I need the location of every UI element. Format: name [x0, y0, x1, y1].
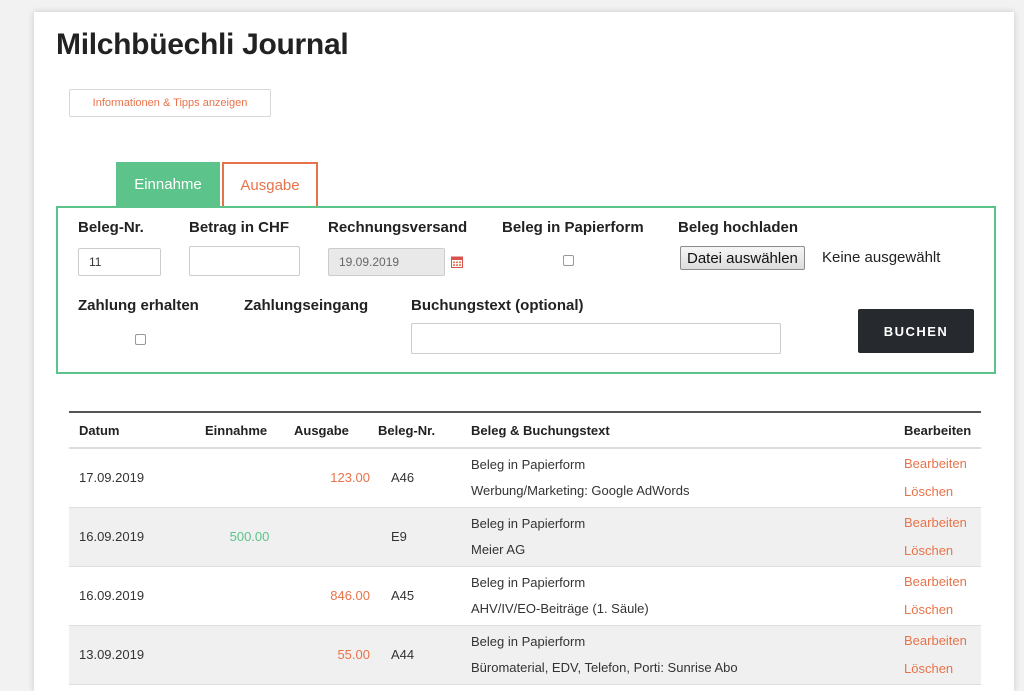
col-beleg-nr: Beleg-Nr. [378, 411, 471, 449]
row-datum: 13.09.2019 [69, 625, 205, 685]
beleg-nr-label: Beleg-Nr. [78, 219, 144, 236]
edit-link[interactable]: Bearbeiten [904, 573, 967, 589]
rechnungsversand-input [328, 248, 445, 276]
table-row: 16.09.2019 846.00 A45 Beleg in Papierfor… [69, 566, 981, 626]
row-buchungstext: AHV/IV/EO-Beiträge (1. Säule) [471, 600, 649, 616]
row-buchungstext: Büromaterial, EDV, Telefon, Porti: Sunri… [471, 659, 738, 675]
row-beleg: Beleg in Papierform [471, 633, 586, 649]
row-beleg: Beleg in Papierform [471, 456, 586, 472]
calendar-icon[interactable] [451, 256, 463, 268]
row-beleg: Beleg in Papierform [471, 515, 586, 531]
file-upload-button[interactable]: Datei auswählen [680, 246, 805, 270]
buchungstext-label: Buchungstext (optional) [411, 297, 584, 314]
journal-table: Datum Einnahme Ausgabe Beleg-Nr. Beleg &… [69, 411, 981, 685]
tab-einnahme[interactable]: Einnahme [116, 162, 220, 206]
info-tips-button[interactable]: Informationen & Tipps anzeigen [69, 89, 271, 117]
col-einnahme: Einnahme [205, 411, 294, 449]
journal-page: Milchbüechli Journal Informationen & Tip… [34, 12, 1014, 691]
row-ausgabe: 55.00 [337, 647, 370, 662]
table-row: 17.09.2019 123.00 A46 Beleg in Papierfor… [69, 448, 981, 508]
row-buchungstext: Werbung/Marketing: Google AdWords [471, 482, 690, 498]
tab-ausgabe[interactable]: Ausgabe [222, 162, 318, 206]
row-datum: 16.09.2019 [69, 507, 205, 567]
beleg-papier-checkbox[interactable] [563, 255, 574, 266]
buchen-button[interactable]: BUCHEN [858, 309, 974, 353]
edit-link[interactable]: Bearbeiten [904, 514, 967, 530]
zahlungseingang-label: Zahlungseingang [244, 297, 369, 314]
row-buchungstext: Meier AG [471, 541, 526, 557]
col-ausgabe: Ausgabe [294, 411, 378, 449]
betrag-input[interactable] [189, 246, 300, 276]
betrag-label: Betrag in CHF [189, 219, 290, 236]
zahlung-erhalten-checkbox[interactable] [135, 334, 146, 345]
col-text: Beleg & Buchungstext [471, 411, 904, 449]
beleg-upload-label: Beleg hochladen [678, 219, 799, 236]
page-title: Milchbüechli Journal [56, 28, 349, 61]
beleg-papier-label: Beleg in Papierform [502, 219, 644, 236]
col-datum: Datum [69, 411, 205, 449]
table-row: 13.09.2019 55.00 A44 Beleg in Papierform… [69, 625, 981, 685]
row-beleg: Beleg in Papierform [471, 574, 586, 590]
file-upload-status: Keine ausgewählt [822, 249, 941, 266]
delete-link[interactable]: Löschen [904, 660, 954, 676]
edit-link[interactable]: Bearbeiten [904, 455, 967, 471]
zahlung-erhalten-label: Zahlung erhalten [78, 297, 199, 314]
rechnungsversand-label: Rechnungsversand [328, 219, 468, 236]
delete-link[interactable]: Löschen [904, 542, 954, 558]
row-einnahme: 500.00 [229, 529, 270, 544]
row-ausgabe: 123.00 [330, 470, 370, 486]
buchungstext-input[interactable] [411, 323, 781, 354]
edit-link[interactable]: Bearbeiten [904, 632, 967, 648]
beleg-nr-input[interactable] [78, 248, 161, 276]
col-bearbeiten: Bearbeiten [904, 411, 981, 449]
row-datum: 16.09.2019 [69, 566, 205, 626]
table-row: 16.09.2019 500.00 E9 Beleg in Papierform… [69, 507, 981, 567]
delete-link[interactable]: Löschen [904, 483, 954, 499]
booking-form: Beleg-Nr. Betrag in CHF Rechnungsversand… [56, 206, 996, 374]
row-beleg-nr: E9 [391, 529, 407, 544]
row-beleg-nr: A45 [391, 588, 415, 603]
row-ausgabe: 846.00 [330, 588, 370, 603]
row-datum: 17.09.2019 [69, 448, 205, 508]
row-beleg-nr: A46 [391, 470, 415, 486]
delete-link[interactable]: Löschen [904, 601, 954, 617]
row-beleg-nr: A44 [391, 647, 415, 662]
